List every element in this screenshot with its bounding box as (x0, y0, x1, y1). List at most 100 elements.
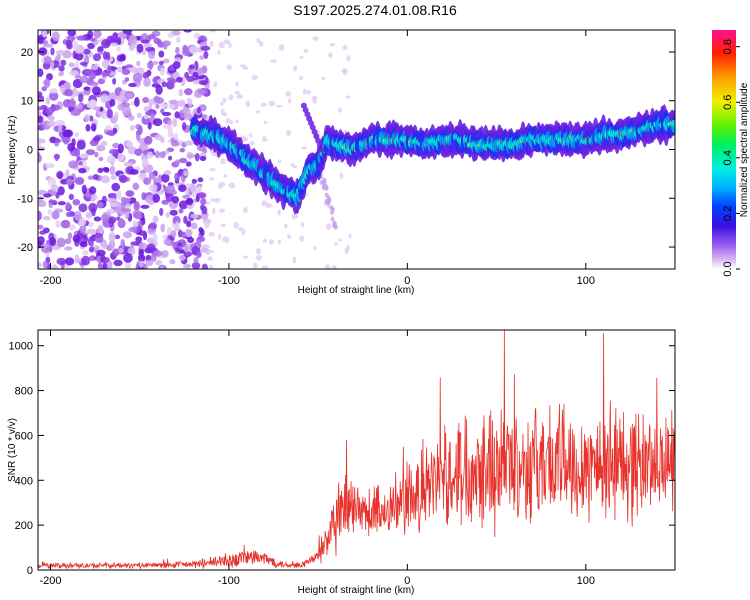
noise-blob (82, 48, 91, 55)
noise-blob (38, 47, 48, 56)
noise-blob (118, 174, 128, 184)
noise-blob (116, 54, 125, 62)
noise-blob (209, 40, 214, 48)
noise-blob (69, 224, 76, 231)
noise-blob (228, 94, 234, 101)
noise-blob (72, 87, 78, 97)
noise-blob (262, 238, 267, 243)
noise-blob (220, 158, 226, 165)
snr-y-tick-label: 0 (27, 565, 33, 577)
noise-blob (175, 46, 180, 55)
noise-blob (158, 60, 165, 65)
noise-blob (147, 49, 156, 60)
noise-blob (93, 216, 102, 222)
noise-blob (146, 243, 156, 252)
noise-blob (234, 91, 241, 95)
noise-blob (284, 223, 288, 229)
ridge-trace (190, 102, 675, 215)
snr-x-label: Height of straight line (km) (298, 585, 415, 596)
chart-title: S197.2025.274.01.08.R16 (293, 2, 457, 18)
noise-blob (78, 161, 83, 166)
noise-blob (124, 77, 130, 82)
noise-blob (74, 176, 85, 185)
noise-blob (174, 221, 180, 230)
noise-blob (205, 248, 212, 256)
snr-x-tick-label: 100 (577, 575, 595, 587)
noise-blob (218, 41, 225, 49)
noise-blob (88, 81, 99, 87)
noise-blob (135, 236, 143, 243)
noise-blob (82, 249, 89, 256)
noise-blob (199, 55, 205, 60)
noise-blob (220, 223, 227, 227)
noise-blob (89, 240, 94, 247)
noise-blob (270, 59, 278, 64)
noise-blob (90, 196, 96, 202)
noise-blob (196, 145, 206, 152)
noise-blob (109, 165, 116, 176)
noise-blob (242, 137, 249, 142)
spectrogram-y-ticks: -20 -10 0 10 20 (17, 47, 675, 254)
noise-blob (41, 86, 48, 92)
noise-blob (55, 220, 61, 228)
noise-blob (155, 97, 165, 104)
noise-blob (174, 172, 181, 181)
noise-blob (160, 136, 165, 144)
noise-blob (48, 177, 57, 187)
noise-speckle (38, 30, 352, 269)
noise-blob (79, 75, 90, 84)
snr-x-tick-label: -100 (218, 575, 240, 587)
noise-blob (106, 129, 114, 136)
noise-blob (186, 153, 197, 158)
noise-blob (42, 261, 48, 269)
noise-blob (101, 59, 110, 68)
noise-blob (57, 186, 65, 196)
noise-blob (88, 246, 95, 253)
noise-blob (213, 81, 218, 88)
noise-blob (94, 233, 104, 243)
spectrogram-x-ticks: -200 -100 0 100 (39, 30, 595, 287)
noise-blob (84, 113, 91, 122)
spectrogram-y-tick-label: -20 (17, 242, 33, 254)
snr-panel: -200 -100 0 100 0 200 400 600 800 1000 Height of… (7, 329, 676, 596)
noise-blob (64, 88, 74, 97)
noise-blob (64, 238, 72, 245)
noise-blob (114, 234, 121, 240)
noise-blob (332, 223, 337, 229)
noise-blob (321, 179, 326, 185)
noise-blob (100, 93, 109, 103)
noise-blob (77, 103, 83, 110)
noise-blob (243, 255, 249, 259)
noise-blob (313, 246, 317, 251)
noise-blob (170, 140, 180, 147)
noise-blob (130, 66, 138, 74)
noise-blob (78, 93, 84, 103)
noise-blob (171, 196, 180, 204)
noise-blob (167, 32, 174, 39)
noise-blob (197, 177, 204, 183)
noise-blob (346, 54, 351, 62)
noise-blob (76, 35, 87, 41)
noise-blob (197, 185, 203, 193)
noise-blob (79, 61, 88, 66)
noise-blob (217, 50, 221, 55)
noise-blob (301, 146, 307, 150)
noise-blob (150, 112, 155, 119)
spectrogram-x-tick-label: 0 (404, 275, 410, 287)
noise-blob (109, 42, 118, 47)
noise-blob (261, 265, 269, 269)
snr-series-line (38, 330, 675, 570)
noise-blob (183, 30, 193, 33)
noise-blob (268, 100, 276, 107)
noise-blob (100, 213, 110, 222)
noise-blob (68, 62, 75, 68)
noise-blob (162, 58, 170, 64)
noise-blob (107, 64, 112, 75)
noise-blob (345, 95, 351, 99)
noise-blob (249, 140, 255, 146)
noise-blob (72, 198, 81, 206)
noise-blob (143, 77, 151, 88)
noise-blob (193, 257, 199, 264)
spectrogram-y-label: Frequency (Hz) (7, 116, 18, 185)
noise-blob (220, 101, 224, 106)
